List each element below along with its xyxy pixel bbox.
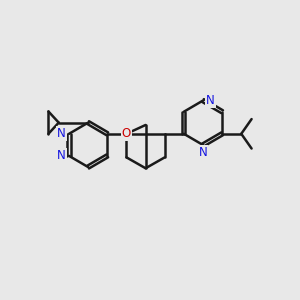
Text: N: N (199, 146, 207, 159)
Text: O: O (122, 127, 131, 140)
Text: N: N (57, 127, 66, 140)
Text: N: N (206, 94, 215, 107)
Text: N: N (57, 149, 66, 162)
